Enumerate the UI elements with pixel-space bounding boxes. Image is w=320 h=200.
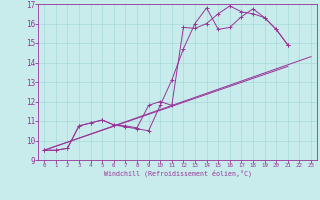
X-axis label: Windchill (Refroidissement éolien,°C): Windchill (Refroidissement éolien,°C) xyxy=(104,170,252,177)
